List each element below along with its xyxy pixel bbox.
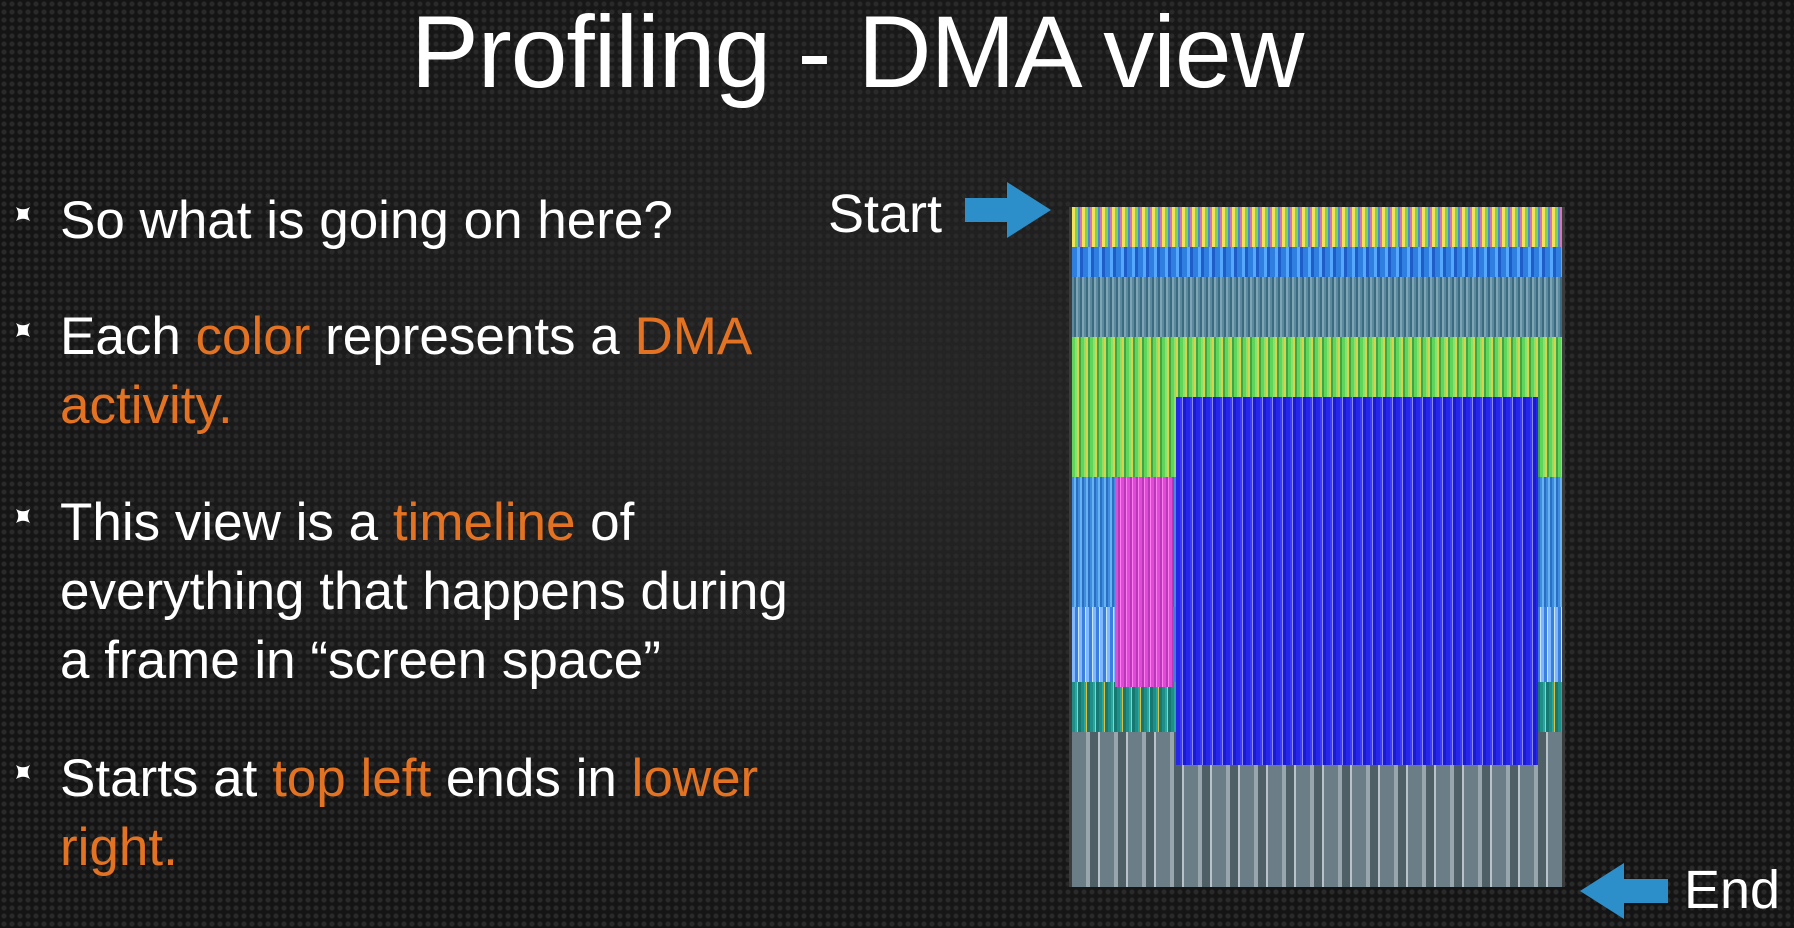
bullet-text: So what is going on here? [60, 186, 840, 255]
bullet-highlight: DMA [634, 307, 753, 366]
bullet-text-part: Starts at [60, 749, 273, 808]
bullet-text: Starts at top left ends in lower right. [60, 744, 840, 882]
bullet-mark-icon [16, 765, 30, 779]
bullet-text-part: So what is going on here? [60, 191, 673, 250]
bullet-text-part: of everything that happens during a fram… [60, 493, 788, 690]
dma-timeline-image [1069, 207, 1565, 887]
bullet-mark-icon [16, 207, 30, 221]
dma-band [1072, 247, 1562, 277]
slide-title: Profiling - DMA view [410, 0, 1305, 109]
bullet-text-part: ends in [431, 749, 632, 808]
bullet-text-part: represents a [310, 307, 635, 366]
dma-band [1072, 207, 1562, 247]
end-label: End [1684, 860, 1781, 920]
bullet-highlight: activity. [60, 376, 233, 435]
dma-band [1072, 277, 1562, 337]
bullet-text: Each color represents a DMA activity. [60, 302, 840, 440]
bullet-highlight: lower [631, 749, 759, 808]
bullet-mark-icon [16, 323, 30, 337]
dma-magenta-block [1115, 477, 1173, 687]
bullet-highlight: top left [272, 749, 432, 808]
bullet-text-part: Each [60, 307, 196, 366]
start-label: Start [828, 184, 943, 244]
bullet-text-part: This view is a [60, 493, 393, 552]
bullet-highlight: timeline [392, 493, 576, 552]
arrow-left-icon [1580, 863, 1668, 919]
bullet-highlight: color [195, 307, 311, 366]
bullet-text: This view is a timeline of everything th… [60, 488, 840, 695]
dma-blue-block [1176, 397, 1538, 765]
bullet-highlight: right. [60, 818, 178, 877]
bullet-mark-icon [16, 509, 30, 523]
arrow-right-icon [965, 182, 1051, 238]
